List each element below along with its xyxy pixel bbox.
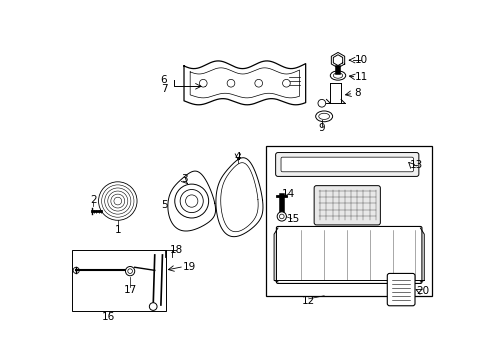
- Bar: [71, 249, 165, 311]
- Text: 6: 6: [161, 75, 167, 85]
- FancyBboxPatch shape: [386, 274, 414, 306]
- Text: 5: 5: [161, 200, 168, 210]
- Circle shape: [149, 303, 157, 310]
- Circle shape: [226, 80, 234, 87]
- FancyBboxPatch shape: [313, 186, 380, 225]
- Circle shape: [180, 189, 203, 213]
- Circle shape: [127, 269, 132, 274]
- Text: 14: 14: [281, 189, 294, 199]
- Text: 7: 7: [161, 84, 167, 94]
- Circle shape: [277, 212, 286, 221]
- Text: 10: 10: [354, 55, 367, 65]
- Text: 2: 2: [90, 194, 96, 204]
- Ellipse shape: [315, 111, 332, 122]
- Circle shape: [282, 80, 290, 87]
- Text: 11: 11: [354, 72, 367, 82]
- Text: 15: 15: [286, 214, 299, 224]
- Text: 8: 8: [353, 88, 360, 98]
- Circle shape: [185, 195, 198, 207]
- Ellipse shape: [333, 73, 342, 78]
- Text: 3: 3: [181, 175, 187, 184]
- FancyBboxPatch shape: [275, 153, 418, 176]
- Text: 18: 18: [169, 244, 183, 255]
- FancyBboxPatch shape: [281, 157, 413, 172]
- Text: 1: 1: [114, 225, 121, 235]
- Text: 13: 13: [409, 160, 422, 170]
- Text: 19: 19: [183, 261, 196, 271]
- Circle shape: [317, 99, 325, 107]
- Ellipse shape: [329, 71, 345, 80]
- Text: 17: 17: [123, 285, 137, 294]
- Text: 4: 4: [234, 152, 241, 162]
- Circle shape: [174, 184, 208, 218]
- Ellipse shape: [318, 113, 329, 120]
- Circle shape: [279, 214, 284, 219]
- Text: 9: 9: [318, 123, 325, 133]
- Circle shape: [254, 80, 262, 87]
- Circle shape: [73, 267, 79, 274]
- Text: 12: 12: [302, 296, 315, 306]
- Text: 16: 16: [102, 311, 115, 321]
- Circle shape: [199, 80, 207, 87]
- Text: 20: 20: [415, 286, 428, 296]
- Bar: [266, 145, 431, 296]
- FancyBboxPatch shape: [276, 226, 421, 283]
- Circle shape: [125, 266, 135, 276]
